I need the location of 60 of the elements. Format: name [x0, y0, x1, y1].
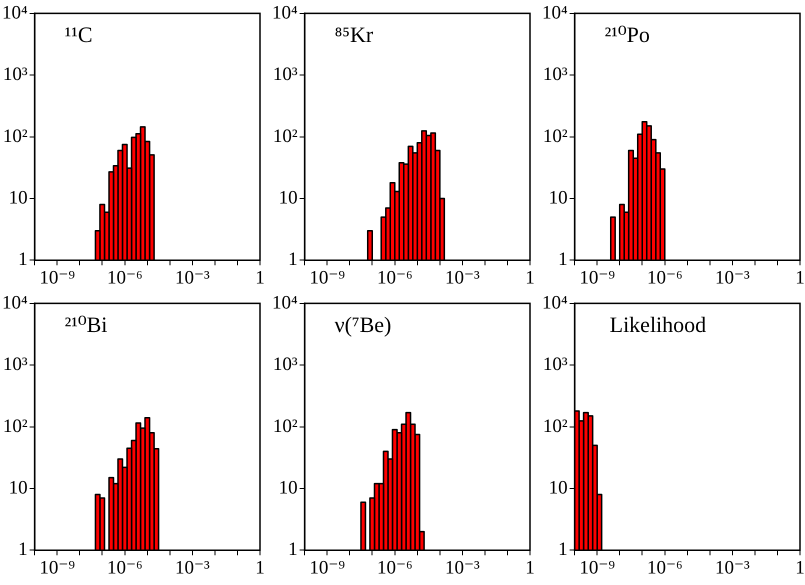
y-tick-label: 10²: [542, 126, 568, 147]
y-tick-label: 10²: [2, 416, 28, 437]
x-tick-label: 10⁻³: [715, 558, 750, 579]
x-tick-label: 10⁻³: [715, 268, 750, 289]
annotation: ¹¹C: [64, 22, 92, 48]
y-tick-label: 10³: [272, 64, 298, 86]
x-tick-label: 10⁻⁶: [646, 558, 683, 579]
y-tick-label: 10²: [272, 416, 298, 437]
y-tick-label: 10⁴: [2, 2, 28, 24]
y-tick-label: 10⁴: [542, 2, 568, 24]
y-tick-label: 10²: [542, 416, 568, 437]
y-tick-label: 10: [548, 187, 568, 208]
y-tick-label: 10: [278, 187, 298, 208]
y-tick-label: 10²: [272, 126, 298, 147]
y-tick-label: 1: [288, 249, 298, 270]
y-tick-label: 1: [18, 249, 28, 270]
x-tick-label: 10⁻⁹: [39, 268, 76, 289]
x-tick-label: 10⁻³: [175, 558, 210, 579]
annotation: ⁸⁵Kr: [334, 22, 374, 48]
x-tick-label: 1: [795, 268, 805, 289]
y-tick-label: 10⁴: [272, 2, 298, 24]
x-tick-label: 10⁻⁹: [309, 268, 346, 289]
x-tick-label: 1: [255, 268, 265, 289]
annotation: ²¹⁰Bi: [64, 312, 108, 338]
y-tick-label: 10⁴: [272, 292, 298, 314]
y-tick-label: 10³: [272, 354, 298, 376]
annotation: ²¹⁰Po: [604, 22, 650, 48]
annotation: ν(⁷Be): [334, 312, 392, 338]
y-tick-label: 1: [558, 249, 568, 270]
y-tick-label: 10: [548, 477, 568, 498]
y-tick-label: 10: [8, 477, 28, 498]
x-tick-label: 10⁻⁶: [106, 268, 143, 289]
x-tick-label: 10⁻⁶: [376, 268, 413, 289]
y-tick-label: 10⁴: [542, 292, 568, 314]
y-tick-label: 10: [278, 477, 298, 498]
y-tick-label: 1: [288, 539, 298, 560]
y-tick-label: 1: [18, 539, 28, 560]
y-tick-label: 10³: [2, 64, 28, 86]
y-tick-label: 10²: [2, 126, 28, 147]
x-tick-label: 1: [795, 558, 805, 579]
x-tick-label: 10⁻⁹: [39, 558, 76, 579]
annotation: Likelihood: [610, 312, 706, 338]
x-tick-label: 10⁻³: [445, 558, 480, 579]
x-tick-label: 10⁻⁹: [579, 558, 616, 579]
x-tick-label: 10⁻⁹: [309, 558, 346, 579]
y-tick-label: 10³: [542, 354, 568, 376]
y-tick-label: 10: [8, 187, 28, 208]
y-tick-label: 10⁴: [2, 292, 28, 314]
x-tick-label: 10⁻⁶: [376, 558, 413, 579]
y-tick-label: 10³: [2, 354, 28, 376]
x-tick-label: 10⁻⁹: [579, 268, 616, 289]
y-tick-label: 10³: [542, 64, 568, 86]
x-tick-label: 1: [255, 558, 265, 579]
x-tick-label: 1: [525, 558, 535, 579]
y-tick-label: 1: [558, 539, 568, 560]
x-tick-label: 10⁻³: [175, 268, 210, 289]
x-tick-label: 1: [525, 268, 535, 289]
x-tick-label: 10⁻³: [445, 268, 480, 289]
x-tick-label: 10⁻⁶: [646, 268, 683, 289]
x-tick-label: 10⁻⁶: [106, 558, 143, 579]
